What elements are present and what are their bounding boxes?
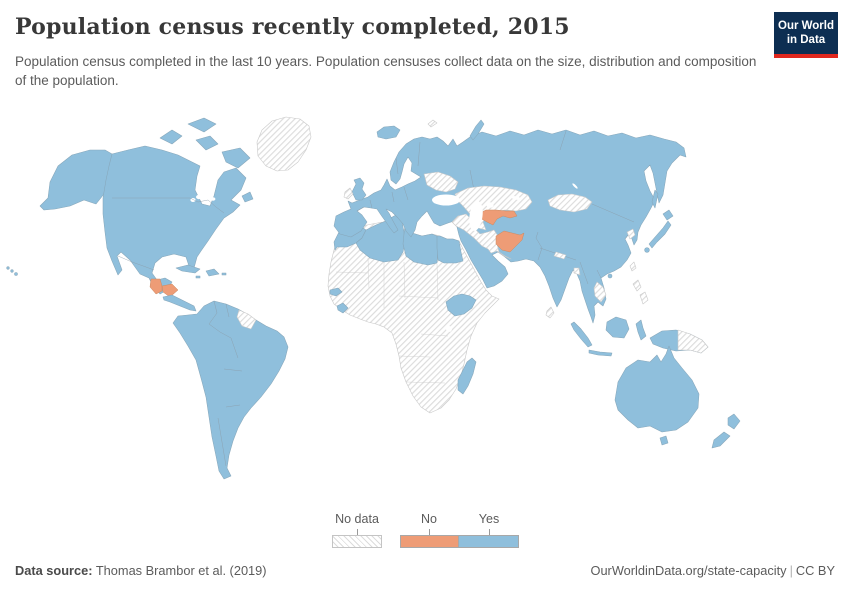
country-australia-tasmania[interactable] (659, 435, 669, 446)
country-taiwan[interactable] (629, 261, 637, 272)
country-bangladesh[interactable] (573, 267, 581, 276)
lake-victoria (446, 326, 452, 332)
country-indonesia-java[interactable] (588, 349, 613, 357)
data-source: Data source: Thomas Brambor et al. (2019… (15, 563, 267, 578)
region-eurasia[interactable] (333, 129, 687, 324)
legend-label-no[interactable]: No (421, 512, 437, 526)
black-sea (432, 194, 460, 206)
country-papua-new-guinea[interactable] (677, 329, 709, 354)
country-guatemala[interactable] (149, 278, 163, 295)
country-hispaniola[interactable] (205, 268, 220, 277)
country-sri-lanka[interactable] (545, 306, 555, 319)
country-laos-cambodia[interactable] (593, 281, 607, 303)
country-indonesia-sumatra[interactable] (570, 321, 593, 348)
country-indonesia-borneo[interactable] (605, 316, 630, 339)
country-honduras[interactable] (161, 283, 179, 298)
legend-label-no-data[interactable]: No data (335, 512, 379, 526)
south-america-borders (208, 300, 243, 467)
caribbean[interactable] (175, 264, 227, 279)
page-title: Population census recently completed, 20… (15, 14, 570, 40)
country-ireland[interactable] (343, 187, 354, 200)
sakhalin[interactable] (651, 189, 659, 209)
country-usa-alaska[interactable] (39, 149, 113, 211)
country-ethiopia[interactable] (445, 293, 477, 317)
country-liberia[interactable] (336, 302, 349, 314)
country-mongolia[interactable] (547, 193, 593, 213)
data-source-label: Data source: (15, 563, 93, 578)
central-america-isthmus[interactable] (162, 294, 197, 312)
great-lakes (190, 194, 216, 205)
us-canada-border (112, 197, 225, 271)
owid-url-link[interactable]: OurWorldinData.org/state-capacity (590, 563, 787, 578)
region-islands[interactable] (343, 119, 709, 357)
data-source-value: Thomas Brambor et al. (2019) (92, 563, 267, 578)
legend-swatch-no[interactable] (400, 535, 458, 548)
world-map-svg[interactable] (0, 110, 850, 512)
country-new-zealand[interactable] (711, 413, 741, 449)
legend-swatch-yes[interactable] (458, 535, 519, 548)
region-south-america[interactable] (172, 300, 289, 480)
caspian-sea (469, 201, 483, 231)
chart-footer: Data source: Thomas Brambor et al. (2019… (0, 563, 850, 578)
country-north-korea[interactable] (626, 228, 636, 240)
country-jamaica[interactable] (195, 275, 201, 279)
country-united-kingdom[interactable] (351, 177, 367, 201)
legend-tick-yes (489, 529, 490, 535)
country-cuba[interactable] (175, 264, 201, 274)
novaya-zemlya[interactable] (469, 119, 485, 141)
legend-swatch-no-data[interactable] (332, 535, 382, 548)
footer-separator: | (789, 563, 793, 578)
country-indonesia-sulawesi[interactable] (635, 319, 647, 341)
south-america-mainland[interactable] (172, 300, 289, 480)
legend-label-yes[interactable]: Yes (478, 512, 500, 526)
region-oceania[interactable] (614, 345, 741, 449)
legend-tick-no-data (357, 529, 358, 535)
region-africa[interactable] (327, 213, 500, 414)
region-north-america[interactable] (6, 116, 312, 312)
country-nepal[interactable] (553, 251, 567, 260)
country-senegal[interactable] (329, 287, 343, 297)
region-no-countries[interactable] (477, 209, 525, 253)
footer-links: OurWorldinData.org/state-capacity | CC BY (590, 563, 835, 578)
country-greenland[interactable] (256, 116, 312, 172)
country-japan-honshu[interactable] (648, 220, 672, 249)
owid-logo-redbar (774, 53, 838, 58)
lake-baikal (572, 183, 578, 189)
eurasia-mainland[interactable] (333, 129, 687, 324)
country-iceland[interactable] (376, 125, 401, 140)
hawaii[interactable] (6, 266, 18, 276)
legend-tick-no (429, 529, 430, 535)
country-ukraine-belarus[interactable] (423, 171, 459, 193)
license-link[interactable]: CC BY (795, 563, 835, 578)
country-guyana-suriname[interactable] (236, 309, 257, 330)
owid-logo[interactable]: Our World in Data (774, 12, 838, 58)
svalbard[interactable] (427, 119, 438, 128)
chart-subtitle: Population census completed in the last … (15, 54, 757, 89)
country-madagascar[interactable] (457, 357, 477, 395)
country-australia[interactable] (614, 345, 700, 433)
country-afghanistan[interactable] (495, 230, 525, 253)
lake-balkhash (510, 196, 522, 200)
hainan[interactable] (607, 273, 613, 279)
country-egypt[interactable] (436, 235, 464, 264)
seas (432, 183, 578, 231)
country-uzbekistan[interactable] (477, 209, 518, 226)
world-map[interactable] (0, 110, 850, 512)
country-puerto-rico[interactable] (221, 272, 227, 276)
country-japan-hokkaido[interactable] (662, 209, 674, 221)
map-legend: No data No Yes (0, 512, 850, 552)
country-philippines[interactable] (632, 279, 649, 305)
country-japan-kyushu[interactable] (644, 247, 650, 253)
owid-logo-text: Our World in Data (774, 12, 838, 54)
aral-sea (486, 202, 494, 208)
canada-arctic-islands[interactable] (159, 117, 254, 203)
canada-usa-mexico[interactable] (102, 145, 247, 295)
